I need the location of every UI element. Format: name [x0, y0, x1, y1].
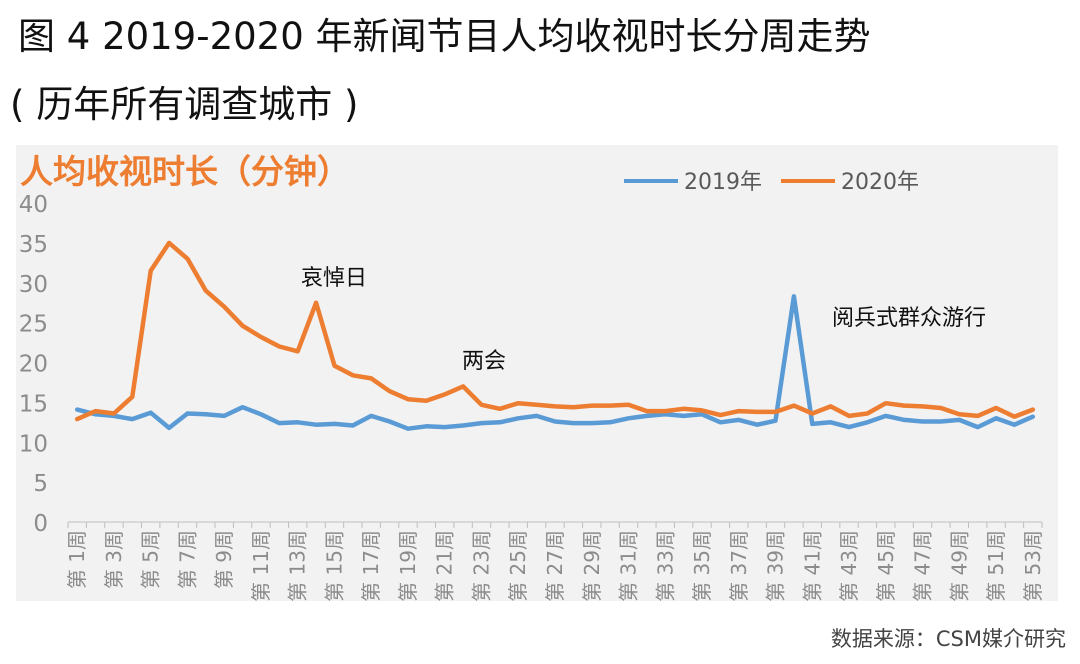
x-tick-label: 第 43周: [837, 530, 861, 601]
x-tick-label: 第 47周: [911, 530, 935, 601]
x-tick-label: 第 23周: [469, 530, 493, 601]
y-tick-label: 30: [19, 272, 48, 298]
plot-area: [74, 240, 1036, 431]
y-tick-label: 20: [19, 352, 48, 378]
x-tick-label: 第 29周: [580, 530, 604, 601]
y-tick-label: 0: [33, 511, 48, 537]
legend-2019-label: 2019年: [684, 170, 762, 195]
legend: 2019年 2020年: [624, 170, 919, 195]
y-axis: 0 5 10 15 20 25 30 35 40: [19, 192, 48, 537]
y-tick-label: 15: [19, 391, 48, 417]
x-tick-label: 第 37周: [727, 530, 751, 601]
x-tick-label: 第 49周: [947, 530, 971, 601]
x-tick-label: 第 17周: [359, 530, 383, 601]
x-tick-label: 第 5周: [139, 530, 163, 589]
x-tick-label: 第 19周: [396, 530, 420, 601]
x-tick-label: 第 9周: [212, 530, 236, 589]
x-tick-label: 第 3周: [102, 530, 126, 589]
series-line-2019: [74, 294, 1036, 431]
x-tick-label: 第 13周: [286, 530, 310, 601]
x-axis: 第 1周第 3周第 5周第 7周第 9周第 11周第 13周第 15周第 17周…: [65, 521, 1045, 602]
x-tick-label: 第 11周: [249, 530, 273, 601]
y-tick-label: 5: [33, 471, 48, 497]
x-tick-label: 第 1周: [65, 530, 89, 589]
x-tick-label: 第 41周: [800, 530, 824, 601]
x-tick-label: 第 7周: [175, 530, 199, 589]
x-tick-label: 第 15周: [322, 530, 346, 601]
y-tick-label: 40: [19, 192, 48, 218]
annotation-label: 阅兵式群众游行: [832, 306, 986, 331]
x-tick-label: 第 53周: [1021, 530, 1045, 601]
x-tick-label: 第 35周: [690, 530, 714, 601]
source-note: 数据来源：CSM媒介研究: [830, 627, 1066, 651]
legend-2020-label: 2020年: [841, 170, 919, 195]
x-tick-label: 第 51周: [984, 530, 1008, 601]
line-chart: 人均收视时长（分钟） 2019年 2020年 0510152025303540 …: [19, 152, 1045, 602]
y-tick-label: 35: [19, 232, 48, 258]
figure-subtitle: ( 历年所有调查城市 ): [10, 83, 359, 126]
x-tick-label: 第 39周: [764, 530, 788, 601]
y-tick-label: 10: [19, 431, 48, 457]
series-line-2020: [74, 240, 1036, 422]
chart-panel: 人均收视时长（分钟） 2019年 2020年 0 5 10 15 20 25 30 35 40 …: [16, 145, 1058, 602]
x-tick-label: 第 45周: [874, 530, 898, 601]
chart-title: 人均收视时长（分钟）: [20, 152, 350, 191]
x-tick-label: 第 33周: [653, 530, 677, 601]
annotation-label: 哀悼日: [301, 266, 367, 291]
x-tick-label: 第 31周: [617, 530, 641, 601]
x-tick-label: 第 27周: [543, 530, 567, 601]
x-tick-label: 第 25周: [506, 530, 530, 601]
figure-title: 图 4 2019-2020 年新闻节目人均收视时长分周走势: [18, 15, 871, 58]
y-tick-label: 25: [19, 312, 48, 338]
annotation-label: 两会: [462, 349, 506, 374]
x-tick-label: 第 21周: [433, 530, 457, 601]
